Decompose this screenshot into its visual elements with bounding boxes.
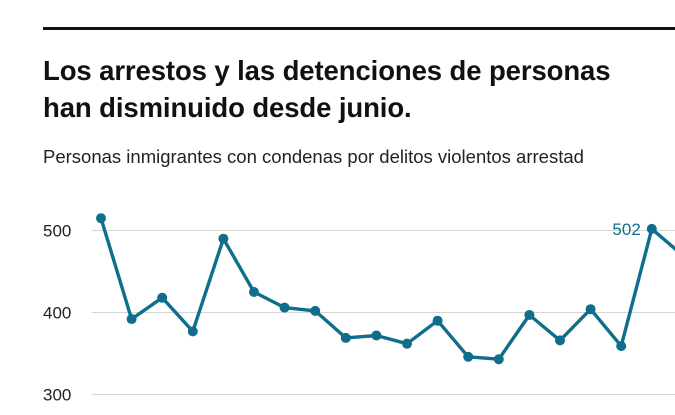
data-point-15[interactable] [524, 309, 535, 320]
data-point-18[interactable] [616, 341, 627, 352]
y-tick-label-400: 400 [43, 304, 71, 323]
data-point-9[interactable] [340, 332, 351, 343]
chart-title: Los arrestos y las detenciones de person… [43, 52, 675, 126]
y-tick-label-300: 300 [43, 386, 71, 405]
annotations-layer: 502 [612, 220, 640, 239]
data-point-12[interactable] [432, 315, 443, 326]
data-point-6[interactable] [249, 287, 259, 297]
data-point-17[interactable] [585, 304, 596, 315]
data-point-13[interactable] [463, 351, 474, 362]
data-point-2[interactable] [126, 314, 137, 325]
data-point-14[interactable] [493, 354, 504, 365]
data-point-11[interactable] [402, 338, 412, 349]
series-line [99, 216, 675, 361]
data-point-7[interactable] [279, 302, 290, 313]
top-rule [43, 27, 675, 30]
data-point-1[interactable] [96, 213, 106, 224]
data-point-5[interactable] [218, 233, 229, 244]
points-layer [96, 213, 657, 365]
grid-layer [92, 230, 675, 395]
data-label-502: 502 [612, 220, 640, 239]
series-layer [99, 216, 675, 361]
title-line-1: Los arrestos y las detenciones de person… [43, 55, 611, 86]
chart-subtitle: Personas inmigrantes con condenas por de… [43, 146, 584, 167]
y-axis: 300 400 500 [43, 222, 71, 405]
data-point-10[interactable] [371, 330, 382, 341]
data-point-8[interactable] [310, 305, 321, 316]
y-tick-label-500: 500 [43, 222, 71, 241]
title-line-2: han disminuido desde junio. [43, 92, 412, 123]
data-point-16[interactable] [555, 335, 565, 346]
data-point-19[interactable] [646, 223, 657, 234]
data-point-3[interactable] [157, 292, 168, 303]
data-point-4[interactable] [187, 326, 198, 337]
